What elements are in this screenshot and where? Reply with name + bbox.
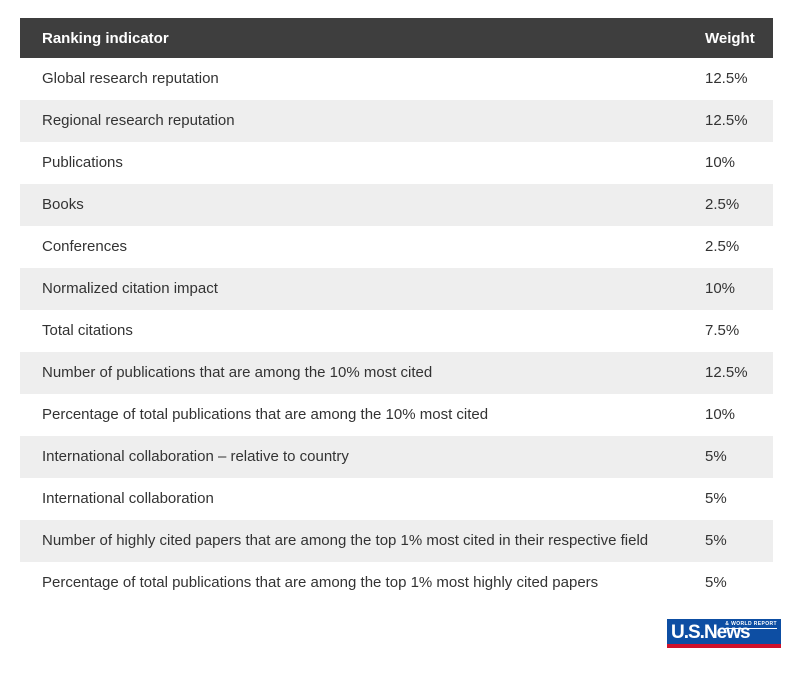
indicator-cell: Books [42,196,84,213]
indicator-cell: International collaboration [42,490,214,507]
indicator-cell: Regional research reputation [42,112,235,129]
table-row: Percentage of total publications that ar… [20,562,773,604]
usnews-logo-text: U.S.News [671,622,751,643]
weight-cell: 5% [705,448,727,465]
table-body: Global research reputation 12.5% Regional … [20,58,773,604]
weight-cell: 5% [705,532,727,549]
indicator-cell: Conferences [42,238,128,255]
usnews-logo-blue-box: U.S.News & WORLD REPORT [667,619,781,644]
weight-cell: 2.5% [705,238,740,255]
table-row: Books 2.5% [20,184,773,226]
weight-cell: 12.5% [705,70,748,87]
weight-cell: 7.5% [705,322,740,339]
page: Ranking indicator Weight Global research… [20,18,781,648]
weight-cell: 2.5% [705,196,740,213]
indicator-cell: Global research reputation [42,70,219,87]
table-row: Number of publications that are among th… [20,352,773,394]
indicator-cell: Publications [42,154,123,171]
table-row: Normalized citation impact 10% [20,268,773,310]
table-row: International collaboration 5% [20,478,773,520]
header-ranking-indicator: Ranking indicator [20,18,705,58]
indicator-cell: Normalized citation impact [42,280,218,297]
indicator-cell: Number of publications that are among th… [42,364,433,381]
table-row: Publications 10% [20,142,773,184]
ranking-weight-table: Ranking indicator Weight Global research… [20,18,773,604]
table-row: Percentage of total publications that ar… [20,394,773,436]
footer: U.S.News & WORLD REPORT [20,619,781,648]
weight-cell: 10% [705,280,736,297]
table-row: Regional research reputation 12.5% [20,100,773,142]
indicator-cell: Number of highly cited papers that are a… [42,532,649,549]
header-weight: Weight [705,18,773,58]
table-row: Total citations 7.5% [20,310,773,352]
header-row: Ranking indicator Weight [20,18,773,58]
usnews-logo-tagline: & WORLD REPORT [725,621,777,629]
weight-cell: 5% [705,490,727,507]
weight-cell: 12.5% [705,112,748,129]
table-row: Number of highly cited papers that are a… [20,520,773,562]
weight-cell: 10% [705,154,736,171]
table-row: International collaboration – relative t… [20,436,773,478]
indicator-cell: Percentage of total publications that ar… [42,574,599,591]
weight-cell: 5% [705,574,727,591]
usnews-logo-red-bar [667,644,781,648]
table-row: Conferences 2.5% [20,226,773,268]
indicator-cell: Percentage of total publications that ar… [42,406,489,423]
weight-cell: 10% [705,406,736,423]
indicator-cell: Total citations [42,322,133,339]
usnews-logo[interactable]: U.S.News & WORLD REPORT [667,619,781,648]
indicator-cell: International collaboration – relative t… [42,448,349,465]
table-row: Global research reputation 12.5% [20,58,773,100]
table-header: Ranking indicator Weight [20,18,773,58]
weight-cell: 12.5% [705,364,748,381]
